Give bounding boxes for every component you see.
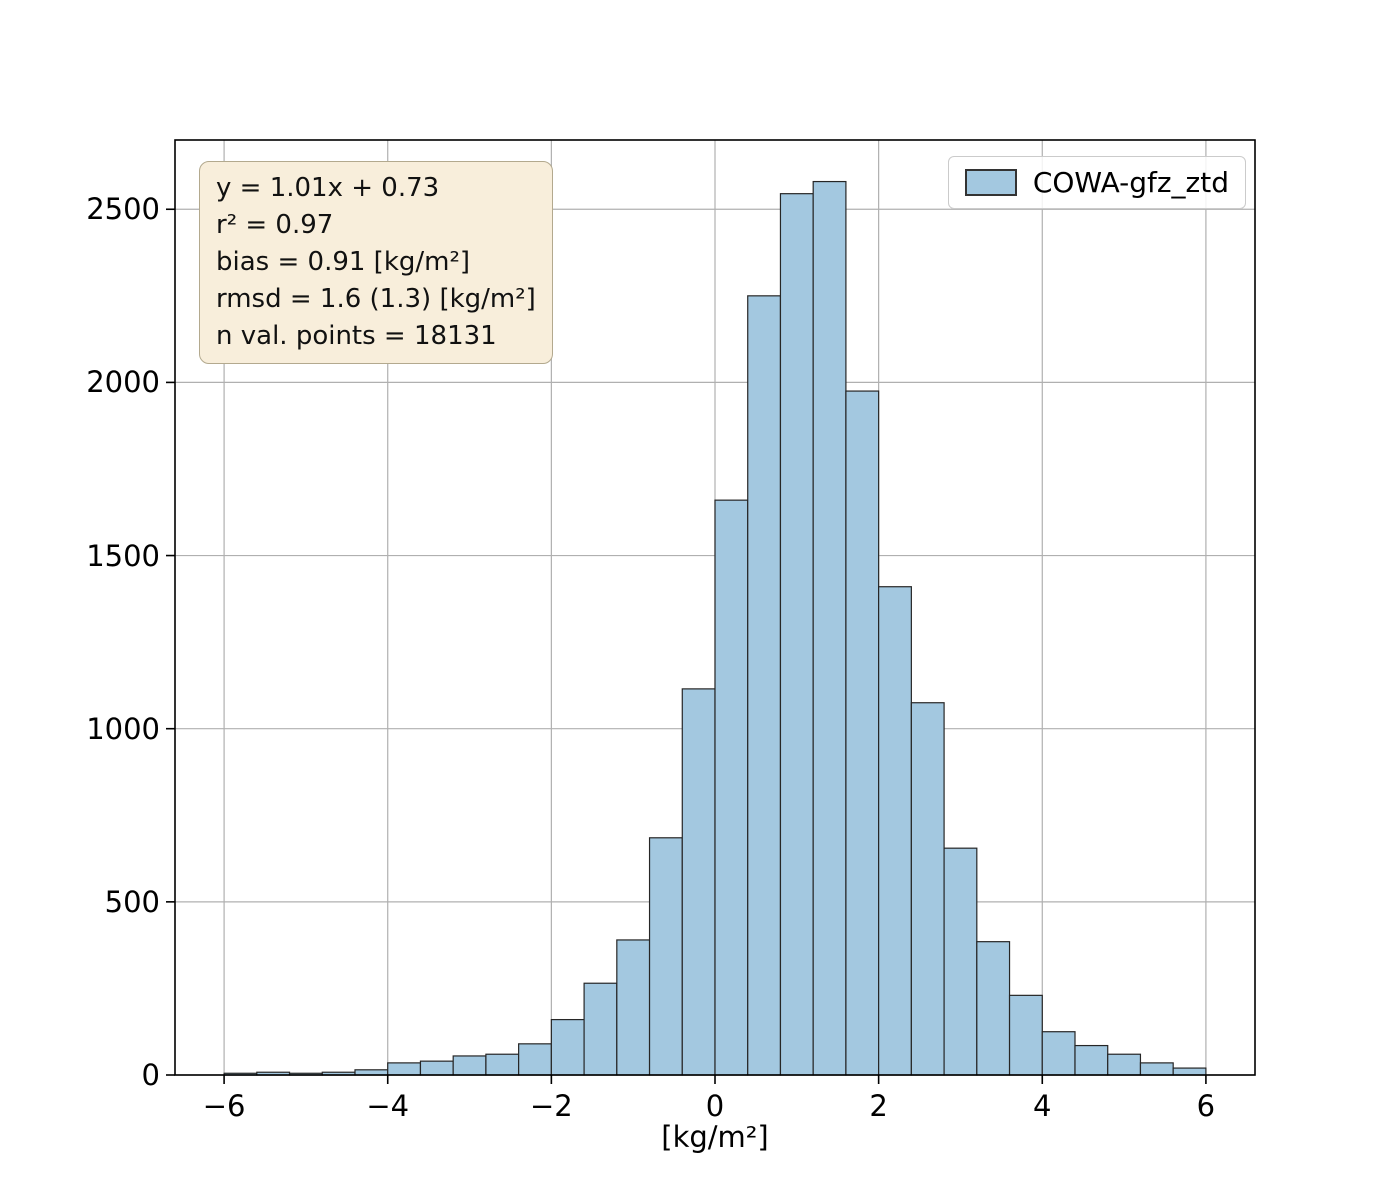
histogram-bar [1172,1067,1207,1076]
histogram-bar [518,1043,552,1076]
x-tick-label: 4 [1033,1089,1052,1123]
histogram-bar [681,688,716,1076]
histogram-bar [878,586,912,1076]
histogram-bar [1074,1044,1109,1076]
histogram-bar [747,295,782,1076]
x-tick-label: 0 [705,1089,725,1123]
histogram-bar [583,982,618,1076]
x-tick-label: 2 [869,1089,888,1123]
y-tick-label: 1000 [86,711,160,746]
histogram-bar [812,180,847,1076]
x-tick-label: −6 [202,1089,246,1123]
histogram-bar [550,1018,585,1076]
y-tick-label: 2500 [86,192,160,227]
stats-line-rmsd: rmsd = 1.6 (1.3) [kg/m²] [216,283,536,314]
legend: COWA-gfz_ztd [947,156,1246,209]
stats-annotation-box: y = 1.01x + 0.73 r² = 0.97 bias = 0.91 [… [199,161,553,364]
histogram-bar [1107,1053,1142,1076]
y-tick-label: 500 [104,884,160,919]
histogram-bar [387,1062,422,1076]
legend-color-patch-icon [964,169,1017,196]
y-tick-label: 0 [141,1058,160,1092]
histogram-bar [910,702,945,1076]
histogram-bar [1041,1031,1076,1076]
histogram-bar [1139,1062,1174,1076]
y-tick-label: 2000 [86,365,160,400]
x-axis-label: [kg/m²] [661,1120,769,1154]
x-tick-label: 6 [1196,1089,1216,1123]
stats-line-bias: bias = 0.91 [kg/m²] [216,246,471,277]
histogram-bar [779,193,814,1076]
stats-line-n-points: n val. points = 18131 [216,320,497,351]
histogram-bar [943,847,978,1076]
histogram-bar [419,1060,454,1076]
histogram-bar [714,499,749,1076]
histogram-bar [1008,994,1043,1076]
stats-line-equation: y = 1.01x + 0.73 [216,173,440,203]
x-tick-label: −4 [366,1089,410,1123]
x-tick-label: −2 [529,1089,573,1123]
histogram-bar [976,941,1011,1076]
histogram-bar [452,1055,487,1076]
legend-label: COWA-gfz_ztd [1032,166,1229,199]
histogram-bar [616,939,651,1076]
histogram-bar [485,1053,520,1076]
histogram-bar [845,390,880,1076]
y-tick-label: 1500 [86,538,160,573]
stats-line-r-squared: r² = 0.97 [216,209,334,240]
histogram-bar [648,837,683,1076]
